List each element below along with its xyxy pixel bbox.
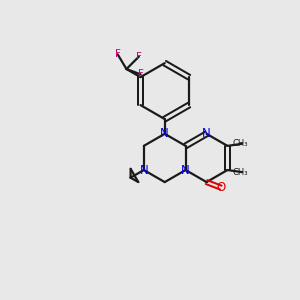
Text: CH₃: CH₃ [233, 168, 248, 177]
Text: N: N [181, 164, 190, 176]
Text: N: N [160, 127, 169, 140]
Text: F: F [115, 49, 121, 59]
Text: N: N [140, 164, 148, 176]
Text: F: F [136, 52, 142, 62]
Text: F: F [138, 69, 143, 79]
Text: CH₃: CH₃ [233, 139, 248, 148]
Text: N: N [202, 127, 211, 140]
Text: O: O [216, 181, 226, 194]
